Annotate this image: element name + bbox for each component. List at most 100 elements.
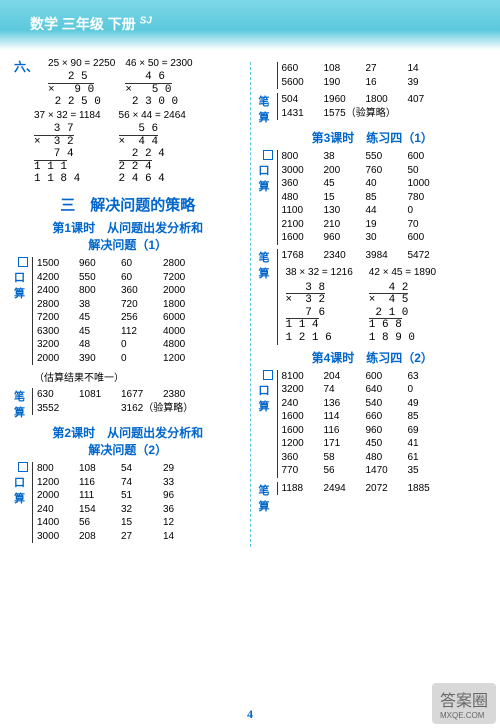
page-number: 4 <box>0 707 500 722</box>
section-3-title: 三 解决问题的策略 <box>14 194 242 215</box>
oral4-data: 8100204600633200746400240136540491600114… <box>277 370 487 478</box>
calc-pair-3: 38 × 32 = 1216 3 8 × 3 2 7 6 1 1 4 1 2 1… <box>286 266 487 345</box>
lesson-2-title: 第2课时 从问题出发分析和 解决问题（2） <box>14 424 242 458</box>
column-divider <box>250 62 251 547</box>
calc-block-1: 25 × 90 = 2250 2 5 × 9 0 2 2 5 0 <box>48 58 115 109</box>
watermark: 答案圈 MXQE.COM <box>432 683 496 724</box>
table-row: 20001115196 <box>37 489 242 503</box>
pen3-data: 1768234039845472 38 × 32 = 1216 3 8 × 3 … <box>277 249 487 345</box>
pen4-block: 笔算 1188249420721885 <box>259 482 487 514</box>
six-label: 六、 <box>14 58 38 109</box>
cont-data: 660108271456001901639 <box>277 62 487 89</box>
table-row: 1768234039845472 <box>282 249 487 263</box>
calc1-eq: 25 × 90 = 2250 <box>48 58 115 69</box>
oral2-data: 8001085429120011674332000111519624015432… <box>32 462 242 543</box>
table-row: 160011466085 <box>282 410 487 424</box>
table-row: 1188249420721885 <box>282 482 487 496</box>
table-row: 56001901639 <box>282 76 487 90</box>
page-header: 数学 三年级 下册 SJ <box>0 0 500 50</box>
table-row: 21002101970 <box>282 218 487 232</box>
calc-block-4: 56 × 44 = 2464 5 6 × 4 4 2 2 4 2 2 4 2 4… <box>119 110 186 186</box>
box-icon <box>18 462 28 472</box>
oral3-block: 口算 8003855060030002007605036045401000480… <box>259 150 487 245</box>
header-text: 数学 三年级 下册 <box>30 16 136 32</box>
watermark-main: 答案圈 <box>440 693 488 710</box>
table-row: 1100130440 <box>282 204 487 218</box>
table-row: 810020460063 <box>282 370 487 384</box>
calc5-eq: 38 × 32 = 1216 <box>286 266 353 280</box>
table-row: 7200452566000 <box>37 311 242 325</box>
calc-block-3: 37 × 32 = 1184 3 7 × 3 2 7 4 1 1 1 1 1 8… <box>34 110 101 186</box>
pen2-block: 笔算 50419601800407 14311575（验算略） <box>259 93 487 125</box>
calc5-work: 3 8 × 3 2 7 6 1 1 4 1 2 1 6 <box>286 282 332 345</box>
header-badge: SJ <box>140 15 152 26</box>
table-row: 160096030600 <box>282 231 487 245</box>
lesson-3-title: 第3课时 练习四（1） <box>259 129 487 146</box>
box-icon <box>18 257 28 267</box>
oral2-label: 口算 <box>14 462 32 506</box>
oral3-label: 口算 <box>259 150 277 194</box>
table-row: 1400561512 <box>37 516 242 530</box>
table-row: 80038550600 <box>282 150 487 164</box>
table-row: 3200746400 <box>282 383 487 397</box>
oral4-label: 口算 <box>259 370 277 414</box>
pen2-label: 笔算 <box>259 93 277 125</box>
oral2-block: 口算 8001085429120011674332000111519624015… <box>14 462 242 543</box>
oral3-data: 8003855060030002007605036045401000480158… <box>277 150 487 245</box>
calc-block-5: 38 × 32 = 1216 3 8 × 3 2 7 6 1 1 4 1 2 1… <box>286 266 353 345</box>
cont-block: 660108271456001901639 <box>259 62 487 89</box>
table-row: 77056147035 <box>282 464 487 478</box>
calc-block-6: 42 × 45 = 1890 4 2 × 4 5 2 1 0 1 6 8 1 8… <box>369 266 436 345</box>
table-row: 4801585780 <box>282 191 487 205</box>
header-title: 数学 三年级 下册 SJ <box>30 14 152 34</box>
pen4-label: 笔算 <box>259 482 277 514</box>
section-six-row: 六、 25 × 90 = 2250 2 5 × 9 0 2 2 5 0 46 ×… <box>14 58 242 109</box>
oral1-data: 1500960602800420055060720024008003602000… <box>32 257 242 365</box>
oral1-label: 口算 <box>14 257 32 301</box>
pen1-block: 笔算 630108116772380 35523162（验算略） <box>14 388 242 420</box>
table-row: 32004804800 <box>37 338 242 352</box>
table-row: 200039001200 <box>37 352 242 366</box>
pen4-data: 1188249420721885 <box>277 482 487 496</box>
table-row: 24013654049 <box>282 397 487 411</box>
table-row: 2800387201800 <box>37 298 242 312</box>
table-row: 14311575（验算略） <box>282 107 487 121</box>
table-row: 120017145041 <box>282 437 487 451</box>
table-row: 35523162（验算略） <box>37 402 242 416</box>
table-row: 1500960602800 <box>37 257 242 271</box>
calc2-work: 4 6 × 5 0 2 3 0 0 <box>125 71 178 109</box>
box-icon <box>263 370 273 380</box>
table-row: 30002082714 <box>37 530 242 544</box>
oral1-block: 口算 1500960602800420055060720024008003602… <box>14 257 242 365</box>
table-row: 50419601800407 <box>282 93 487 107</box>
calc6-work: 4 2 × 4 5 2 1 0 1 6 8 1 8 9 0 <box>369 282 415 345</box>
table-row: 6300451124000 <box>37 325 242 339</box>
table-row: 630108116772380 <box>37 388 242 402</box>
right-column: 660108271456001901639 笔算 50419601800407 … <box>259 58 487 547</box>
pen1-label: 笔算 <box>14 388 32 420</box>
watermark-sub: MXQE.COM <box>440 711 488 720</box>
calc3-work: 3 7 × 3 2 7 4 1 1 1 1 1 8 4 <box>34 123 80 186</box>
note1: （估算结果不唯一） <box>34 369 242 384</box>
pen3-label: 笔算 <box>259 249 277 281</box>
calc4-eq: 56 × 44 = 2464 <box>119 110 186 121</box>
table-row: 2401543236 <box>37 503 242 517</box>
calc6-eq: 42 × 45 = 1890 <box>369 266 436 280</box>
box-icon <box>263 150 273 160</box>
oral4-block: 口算 8100204600633200746400240136540491600… <box>259 370 487 478</box>
table-row: 24008003602000 <box>37 284 242 298</box>
calc2-eq: 46 × 50 = 2300 <box>125 58 192 69</box>
lesson-1-title: 第1课时 从问题出发分析和 解决问题（1） <box>14 219 242 253</box>
calc1-work: 2 5 × 9 0 2 2 5 0 <box>48 71 101 109</box>
pen2-data: 50419601800407 14311575（验算略） <box>277 93 487 120</box>
table-row: 3605848061 <box>282 451 487 465</box>
pen1-data: 630108116772380 35523162（验算略） <box>32 388 242 415</box>
table-row: 300020076050 <box>282 164 487 178</box>
pen3-block: 笔算 1768234039845472 38 × 32 = 1216 3 8 ×… <box>259 249 487 345</box>
left-column: 六、 25 × 90 = 2250 2 5 × 9 0 2 2 5 0 46 ×… <box>14 58 242 547</box>
table-row: 12001167433 <box>37 476 242 490</box>
calc-pair-2: 37 × 32 = 1184 3 7 × 3 2 7 4 1 1 1 1 1 8… <box>34 110 242 186</box>
table-row: 36045401000 <box>282 177 487 191</box>
calc3-eq: 37 × 32 = 1184 <box>34 110 101 121</box>
lesson-4-title: 第4课时 练习四（2） <box>259 349 487 366</box>
